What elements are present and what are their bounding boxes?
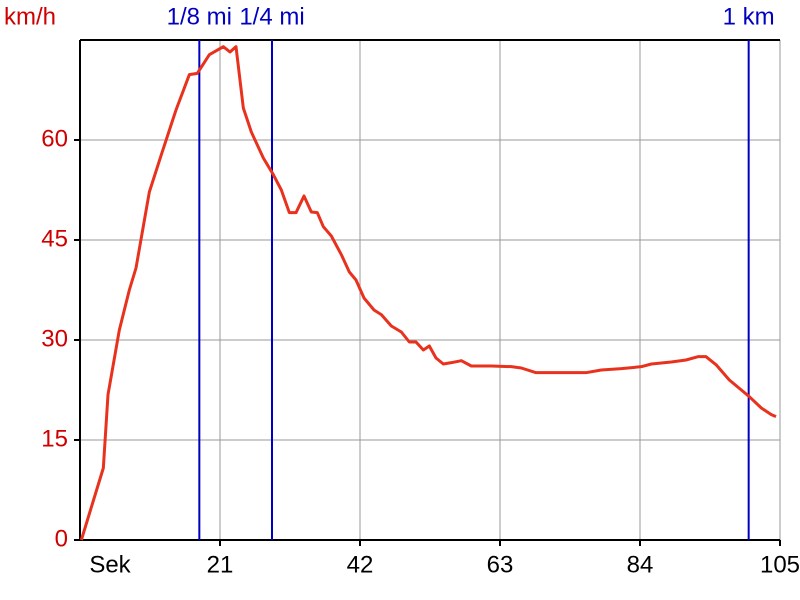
x-tick-label: 105 bbox=[760, 551, 800, 578]
y-axis-label: km/h bbox=[4, 3, 56, 30]
distance-marker-label: 1/8 mi bbox=[167, 3, 232, 30]
y-tick-label: 30 bbox=[41, 325, 68, 352]
distance-marker-label: 1/4 mi bbox=[239, 3, 304, 30]
y-tick-label: 0 bbox=[55, 525, 68, 552]
speed-line bbox=[79, 45, 777, 541]
y-tick-label: 45 bbox=[41, 225, 68, 252]
x-axis-label: Sek bbox=[89, 551, 131, 578]
y-tick-label: 60 bbox=[41, 125, 68, 152]
x-tick-label: 42 bbox=[347, 551, 374, 578]
x-tick-label: 21 bbox=[207, 551, 234, 578]
y-tick-label: 15 bbox=[41, 425, 68, 452]
x-tick-label: 84 bbox=[627, 551, 654, 578]
x-tick-label: 63 bbox=[487, 551, 514, 578]
distance-marker-label: 1 km bbox=[723, 3, 775, 30]
